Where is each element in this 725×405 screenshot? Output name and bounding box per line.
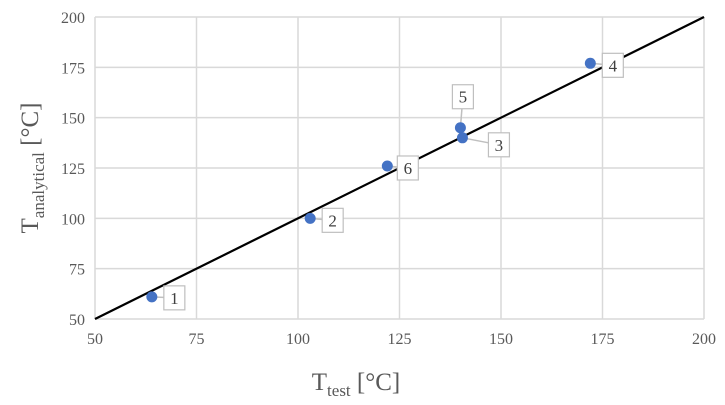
x-tick-label: 125 [388, 331, 412, 348]
y-tick-label: 75 [69, 262, 85, 279]
x-axis-ticks: 50 75 100 125 150 175 200 [87, 331, 716, 348]
data-label: 4 [609, 56, 618, 75]
data-point [304, 212, 316, 224]
y-tick-label: 150 [61, 111, 85, 128]
data-point [584, 57, 596, 69]
x-tick-label: 200 [692, 331, 716, 348]
data-label-box [487, 132, 511, 158]
y-tick-label: 175 [61, 60, 85, 77]
data-label-box [451, 84, 474, 110]
data-point [381, 160, 393, 172]
data-label: 3 [495, 136, 504, 155]
y-axis-ticks: 50 75 100 125 150 175 200 [61, 10, 85, 329]
y-tick-label: 125 [61, 161, 85, 178]
data-point [456, 132, 468, 144]
data-point [454, 122, 466, 134]
x-axis-title: Ttest [°C] [312, 369, 400, 400]
x-tick-label: 150 [489, 331, 513, 348]
label-leaders [151, 62, 613, 299]
y-axis-title: Tanalytical [°C] [17, 103, 48, 234]
data-point [146, 291, 158, 303]
y-tick-label: 200 [61, 10, 85, 27]
x-tick-label: 100 [286, 331, 310, 348]
y-tick-label: 50 [69, 312, 85, 329]
data-label-box [396, 155, 419, 181]
data-label-box [321, 207, 344, 233]
data-label-box [601, 52, 624, 78]
data-label-box [163, 285, 186, 311]
x-tick-label: 175 [591, 331, 615, 348]
data-label: 5 [459, 88, 468, 107]
data-points [146, 57, 596, 303]
x-tick-label: 75 [189, 331, 205, 348]
x-tick-label: 50 [87, 331, 103, 348]
data-label: 1 [170, 289, 179, 308]
data-label: 6 [404, 159, 413, 178]
y-tick-label: 100 [61, 211, 85, 228]
data-labels: 1 2 3 4 5 6 [163, 52, 624, 311]
data-label: 2 [328, 211, 337, 230]
